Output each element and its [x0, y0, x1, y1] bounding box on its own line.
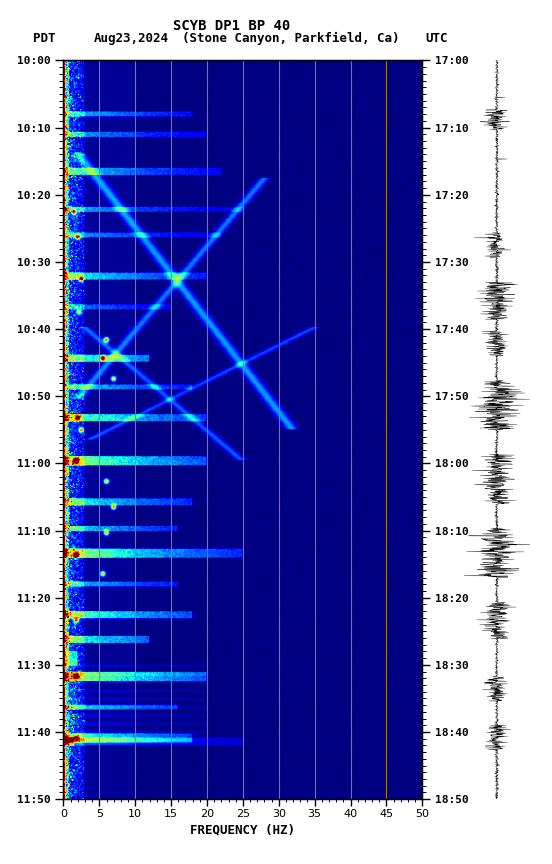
Text: SCYB DP1 BP 40: SCYB DP1 BP 40: [173, 19, 290, 33]
Text: PDT: PDT: [33, 32, 56, 45]
Text: Aug23,2024: Aug23,2024: [94, 32, 169, 45]
Text: (Stone Canyon, Parkfield, Ca): (Stone Canyon, Parkfield, Ca): [182, 32, 400, 45]
Text: UTC: UTC: [425, 32, 448, 45]
X-axis label: FREQUENCY (HZ): FREQUENCY (HZ): [190, 823, 295, 836]
